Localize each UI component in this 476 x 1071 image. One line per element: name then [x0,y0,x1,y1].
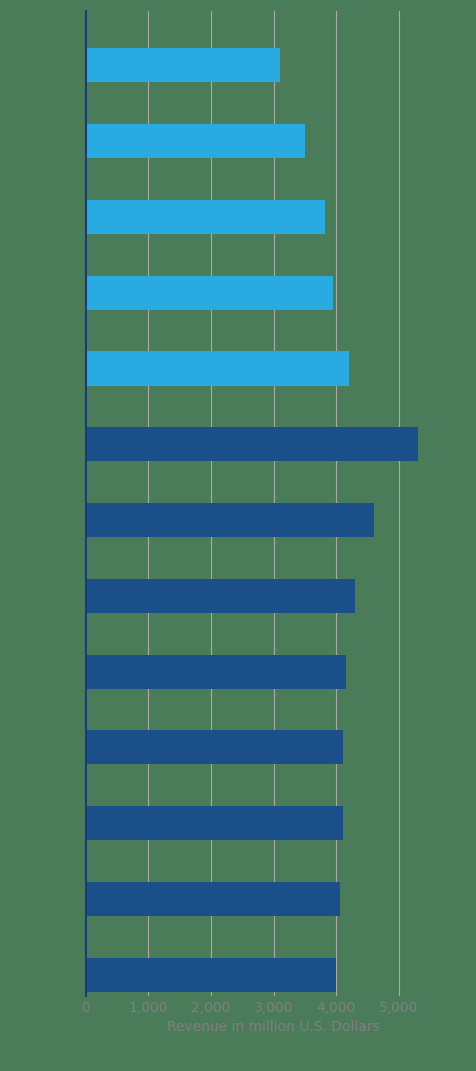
Bar [86,351,349,386]
Bar [86,200,325,233]
X-axis label: Revenue in million U.S. Dollars: Revenue in million U.S. Dollars [168,1021,380,1035]
Bar [86,124,305,159]
Bar [86,578,355,613]
Bar [86,427,418,462]
Bar [86,275,333,310]
Bar [86,730,343,765]
Bar [86,503,374,537]
Bar [86,806,343,841]
Bar [86,957,337,992]
Bar [86,881,339,916]
Bar [86,654,346,689]
Bar [86,48,280,82]
